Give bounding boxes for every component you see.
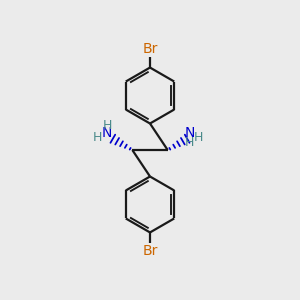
- Text: H: H: [194, 131, 203, 144]
- Text: H: H: [185, 136, 194, 149]
- Text: H: H: [93, 131, 102, 144]
- Text: N: N: [184, 126, 194, 140]
- Text: Br: Br: [142, 42, 158, 56]
- Text: N: N: [102, 126, 112, 140]
- Text: Br: Br: [142, 244, 158, 258]
- Text: H: H: [102, 118, 112, 132]
